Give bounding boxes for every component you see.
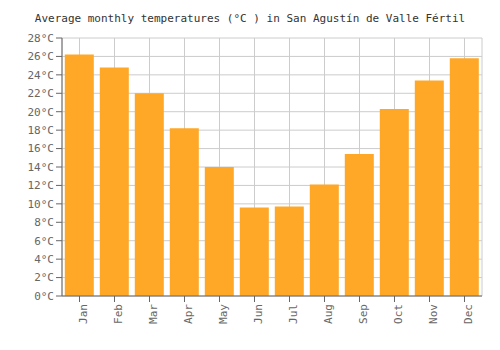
svg-text:18°C: 18°C: [28, 124, 55, 137]
svg-text:Jun: Jun: [252, 304, 265, 324]
svg-text:6°C: 6°C: [34, 235, 54, 248]
svg-text:Sep: Sep: [357, 304, 370, 324]
svg-text:Feb: Feb: [112, 304, 125, 324]
svg-text:0°C: 0°C: [34, 290, 54, 303]
svg-text:10°C: 10°C: [28, 198, 55, 211]
svg-text:Mar: Mar: [147, 304, 160, 324]
svg-text:12°C: 12°C: [28, 179, 55, 192]
svg-text:26°C: 26°C: [28, 50, 55, 63]
svg-text:Jan: Jan: [77, 304, 90, 324]
svg-text:14°C: 14°C: [28, 161, 55, 174]
svg-text:Aug: Aug: [322, 304, 335, 324]
svg-text:22°C: 22°C: [28, 87, 55, 100]
svg-text:Oct: Oct: [392, 304, 405, 324]
svg-text:2°C: 2°C: [34, 271, 54, 284]
svg-text:Jul: Jul: [287, 304, 300, 324]
svg-text:28°C: 28°C: [28, 32, 55, 45]
html-text:Average monthly temperatures (: Average monthly temperatures (°C ) in Sa…: [34, 12, 466, 25]
svg-text:May: May: [217, 304, 230, 324]
svg-text:Nov: Nov: [427, 304, 440, 324]
svg-text:20°C: 20°C: [28, 106, 55, 119]
svg-text:24°C: 24°C: [28, 69, 55, 82]
svg-text:4°C: 4°C: [34, 253, 54, 266]
svg-text:8°C: 8°C: [34, 216, 54, 229]
svg-text:Dec: Dec: [462, 304, 475, 324]
svg-text:Apr: Apr: [182, 304, 195, 324]
svg-text:16°C: 16°C: [28, 142, 55, 155]
